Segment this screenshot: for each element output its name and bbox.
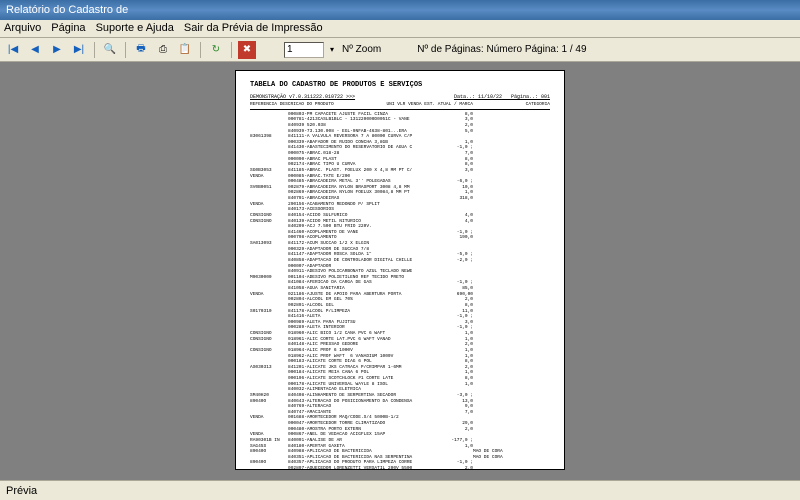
col-cat: CATEGORIA xyxy=(526,102,550,108)
report-columns: REFERENCIA DESCRICAO DO PRODUTO UNI VLR … xyxy=(250,102,550,110)
separator xyxy=(200,42,201,58)
pages-label: Nº de Páginas: Número Página: 1 / 49 xyxy=(417,44,586,55)
menu-suporte[interactable]: Suporte e Ajuda xyxy=(96,22,174,35)
last-page-button[interactable]: ▶| xyxy=(70,41,88,59)
window-titlebar: Relatório do Cadastro de xyxy=(0,0,800,20)
copy-button[interactable]: 📋 xyxy=(176,41,194,59)
report-row: 002897-AQUECEDOR LORENZETTI VERSATIL 200… xyxy=(250,466,550,470)
col-ref: REFERENCIA DESCRICAO DO PRODUTO xyxy=(250,102,334,108)
refresh-button[interactable]: ↻ xyxy=(207,41,225,59)
report-subheader: DEMONSTRAÇÃO v7.0.311222.010722 >>> Data… xyxy=(250,94,550,100)
search-button[interactable]: 🔍 xyxy=(101,41,119,59)
zoom-dropdown-icon[interactable]: ▾ xyxy=(330,45,334,54)
col-uni: UNI VLR VENDA EST. ATUAL / MARCA xyxy=(386,102,472,108)
menu-arquivo[interactable]: Arquivo xyxy=(4,22,41,35)
menu-sair[interactable]: Sair da Prévia de Impressão xyxy=(184,22,323,35)
window-title: Relatório do Cadastro de xyxy=(6,4,128,16)
separator xyxy=(125,42,126,58)
next-page-button[interactable]: ▶ xyxy=(48,41,66,59)
report-title: TABELA DO CADASTRO DE PRODUTOS E SERVIÇO… xyxy=(250,81,550,90)
first-page-button[interactable]: |◀ xyxy=(4,41,22,59)
report-rows: 000803-PM CAPACETE AJUSTE FACIL CINZA8,0… xyxy=(250,112,550,470)
statusbar: Prévia xyxy=(0,480,800,500)
separator xyxy=(231,42,232,58)
report-page: TABELA DO CADASTRO DE PRODUTOS E SERVIÇO… xyxy=(235,70,565,470)
print-button[interactable]: 🖶 xyxy=(132,41,150,59)
toolbar: |◀ ◀ ▶ ▶| 🔍 🖶 ⎙ 📋 ↻ ✖ 1 ▾ Nº Zoom Nº de … xyxy=(0,38,800,62)
separator xyxy=(94,42,95,58)
preview-area: TABELA DO CADASTRO DE PRODUTOS E SERVIÇO… xyxy=(0,62,800,480)
prev-page-button[interactable]: ◀ xyxy=(26,41,44,59)
report-date: Data..: 11/10/22 xyxy=(454,94,502,100)
report-page-num: Página..: 001 xyxy=(511,94,550,100)
zoom-input[interactable]: 1 xyxy=(284,42,324,58)
report-demo: DEMONSTRAÇÃO v7.0.311222.010722 >>> xyxy=(250,94,355,100)
printer-setup-button[interactable]: ⎙ xyxy=(154,41,172,59)
zoom-label: Nº Zoom xyxy=(342,44,381,55)
menu-pagina[interactable]: Página xyxy=(51,22,85,35)
menubar: Arquivo Página Suporte e Ajuda Sair da P… xyxy=(0,20,800,38)
status-label: Prévia xyxy=(6,485,37,497)
close-button[interactable]: ✖ xyxy=(238,41,256,59)
